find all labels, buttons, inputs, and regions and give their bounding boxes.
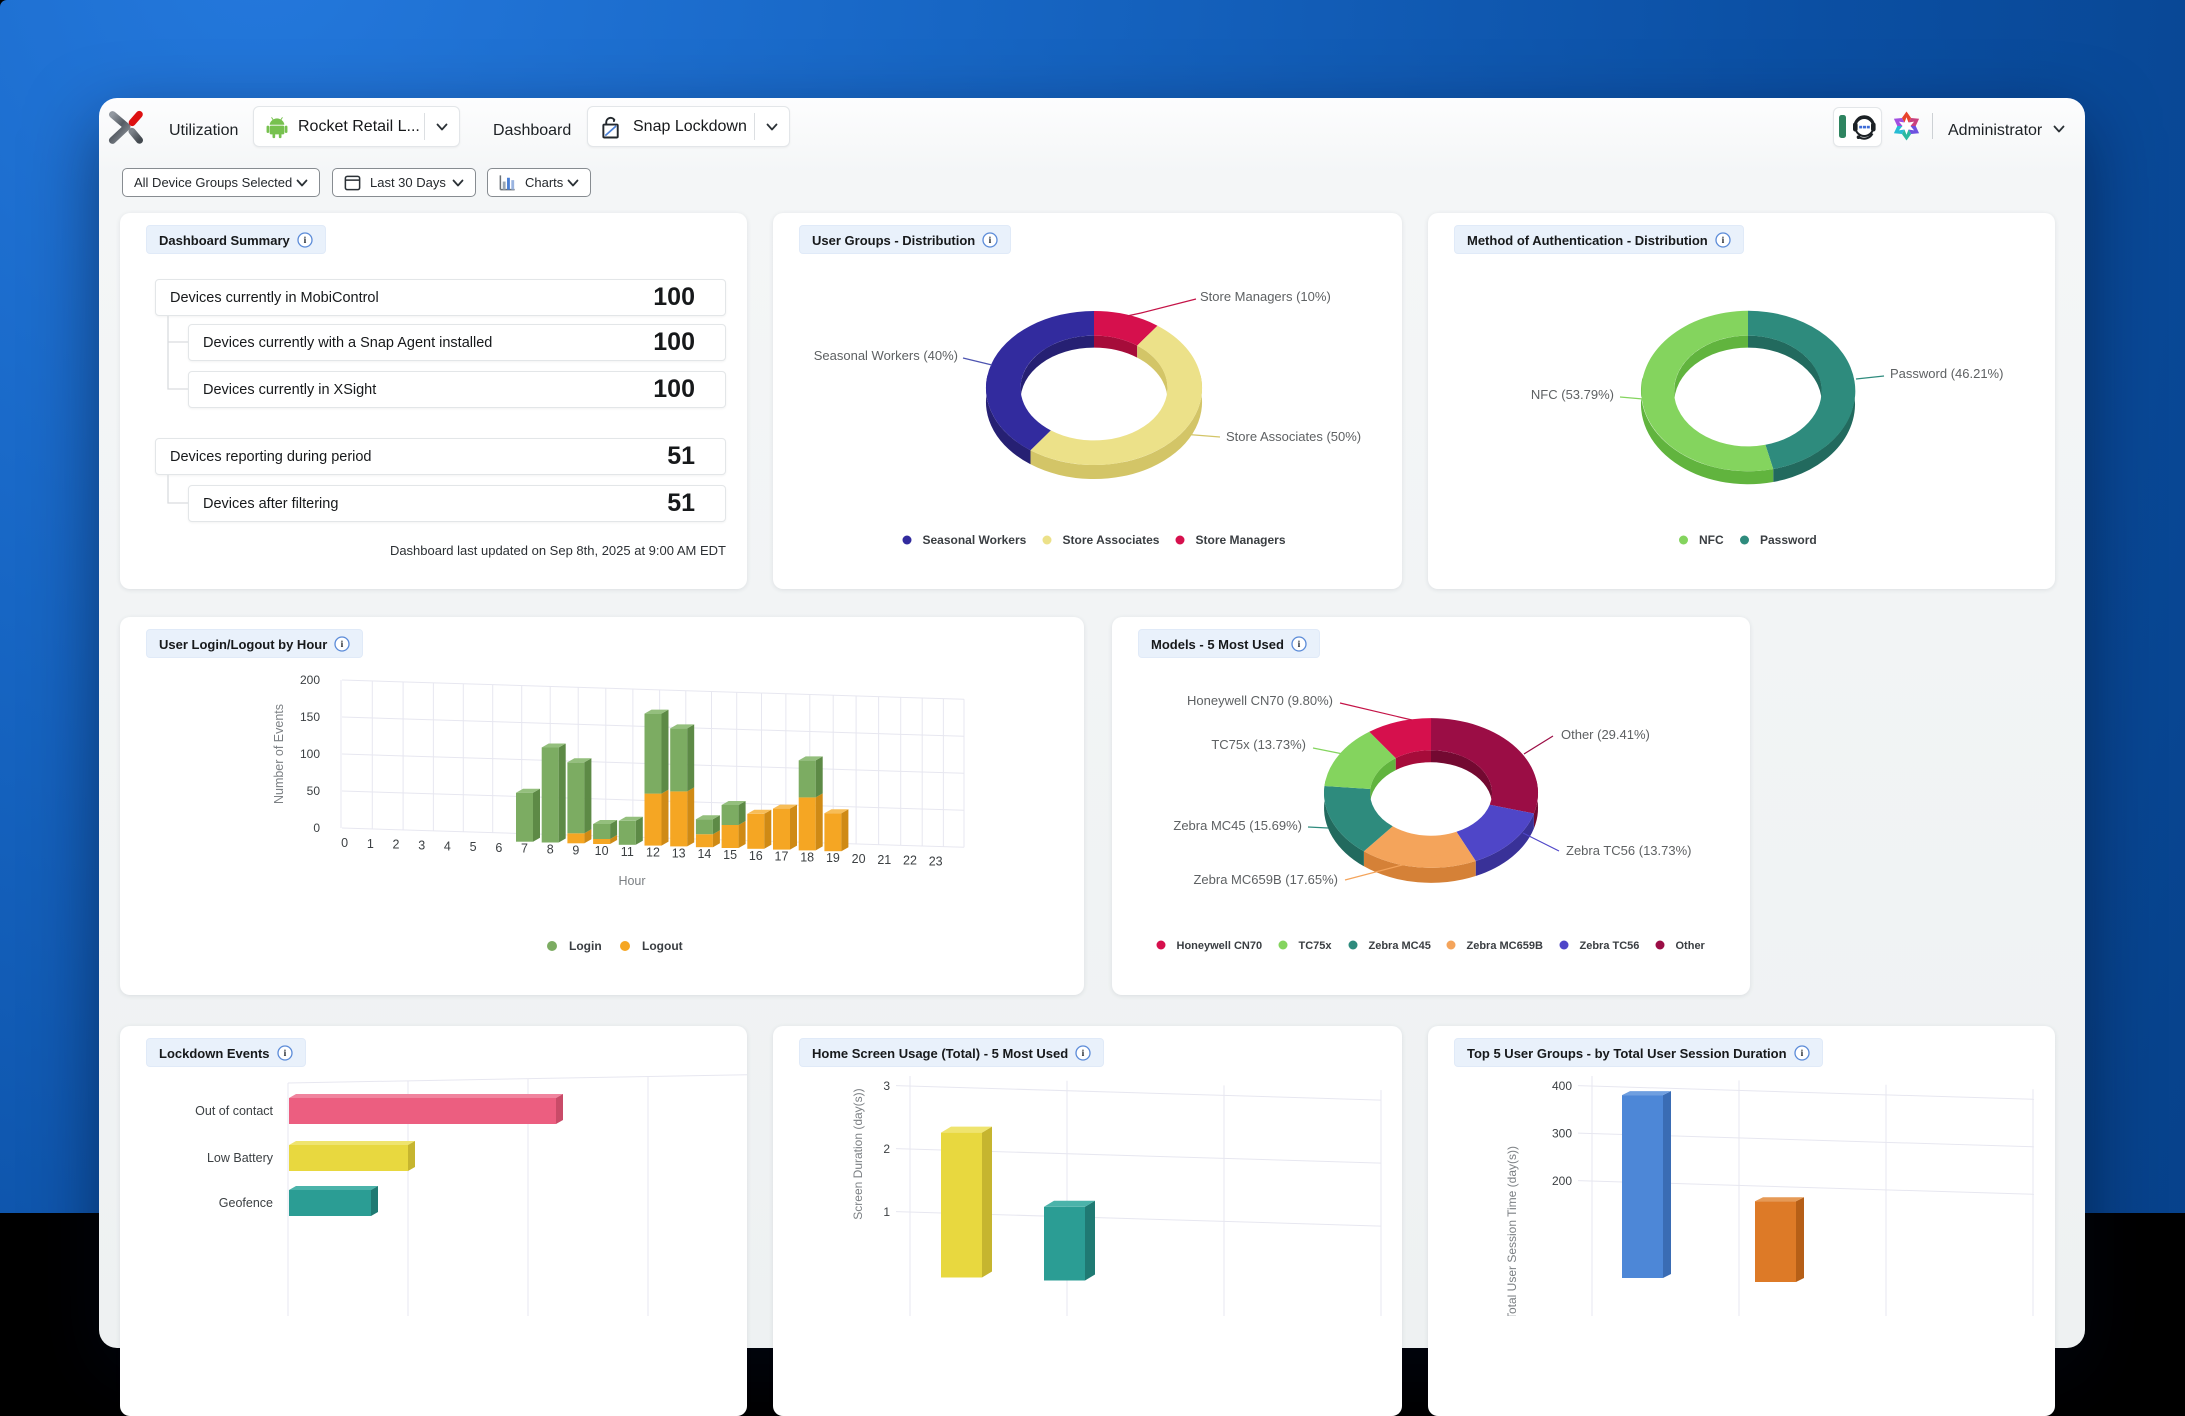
svg-text:200: 200 (300, 673, 320, 687)
svg-text:3: 3 (883, 1079, 890, 1093)
svg-text:17: 17 (775, 850, 789, 864)
svg-text:19: 19 (826, 851, 840, 865)
svg-text:5: 5 (470, 840, 477, 854)
svg-text:NFC: NFC (1699, 533, 1724, 547)
svg-text:Store Associates (50%): Store Associates (50%) (1226, 429, 1361, 444)
svg-text:Number of Events: Number of Events (272, 704, 286, 804)
svg-text:10: 10 (595, 844, 609, 858)
svg-text:Zebra MC45 (15.69%): Zebra MC45 (15.69%) (1173, 818, 1302, 833)
svg-text:NFC (53.79%): NFC (53.79%) (1531, 387, 1614, 402)
svg-text:Store Managers (10%): Store Managers (10%) (1200, 289, 1331, 304)
svg-text:6: 6 (495, 841, 502, 855)
svg-text:23: 23 (929, 854, 943, 868)
svg-text:0: 0 (341, 836, 348, 850)
svg-text:Zebra TC56 (13.73%): Zebra TC56 (13.73%) (1566, 843, 1692, 858)
svg-text:Zebra MC45: Zebra MC45 (1369, 940, 1431, 952)
svg-text:Login: Login (569, 939, 602, 953)
svg-text:Other: Other (1676, 940, 1706, 952)
svg-text:4: 4 (444, 839, 451, 853)
svg-text:i: i (1800, 1049, 1803, 1059)
svg-text:1: 1 (367, 837, 374, 851)
svg-text:Low Battery: Low Battery (207, 1151, 274, 1165)
svg-text:Logout: Logout (642, 939, 683, 953)
svg-text:Honeywell CN70: Honeywell CN70 (1177, 940, 1263, 952)
svg-text:100: 100 (300, 747, 320, 761)
svg-text:200: 200 (1552, 1174, 1572, 1188)
svg-text:Seasonal Workers: Seasonal Workers (923, 533, 1027, 547)
svg-text:i: i (1298, 640, 1301, 650)
svg-text:Other (29.41%): Other (29.41%) (1561, 727, 1650, 742)
svg-text:8: 8 (547, 843, 554, 857)
svg-text:2: 2 (393, 838, 400, 852)
svg-text:16: 16 (749, 849, 763, 863)
svg-text:21: 21 (877, 853, 891, 867)
svg-text:TC75x (13.73%): TC75x (13.73%) (1211, 737, 1306, 752)
svg-text:20: 20 (852, 852, 866, 866)
svg-text:Screen Duration (day(s)): Screen Duration (day(s)) (851, 1088, 865, 1219)
svg-text:Store Associates: Store Associates (1063, 533, 1160, 547)
svg-text:TC75x: TC75x (1299, 940, 1333, 952)
svg-text:i: i (303, 236, 306, 246)
svg-text:i: i (1082, 1049, 1085, 1059)
svg-text:Honeywell CN70 (9.80%): Honeywell CN70 (9.80%) (1187, 693, 1333, 708)
svg-text:Total User Session Time (day(s: Total User Session Time (day(s)) (1505, 1146, 1519, 1316)
svg-text:22: 22 (903, 854, 917, 868)
svg-text:13: 13 (672, 846, 686, 860)
svg-text:1: 1 (883, 1205, 890, 1219)
svg-text:15: 15 (723, 848, 737, 862)
svg-text:Store Managers: Store Managers (1196, 533, 1286, 547)
svg-text:i: i (989, 236, 992, 246)
svg-text:Password: Password (1760, 533, 1817, 547)
svg-text:Seasonal Workers (40%): Seasonal Workers (40%) (814, 348, 958, 363)
svg-text:Password (46.21%): Password (46.21%) (1890, 366, 2003, 381)
svg-text:Hour: Hour (618, 874, 645, 888)
svg-text:12: 12 (646, 846, 660, 860)
svg-text:9: 9 (572, 843, 579, 857)
svg-text:i: i (283, 1049, 286, 1059)
svg-text:Zebra TC56: Zebra TC56 (1580, 940, 1640, 952)
svg-text:11: 11 (621, 845, 634, 859)
svg-text:Geofence: Geofence (219, 1196, 273, 1210)
svg-text:18: 18 (800, 850, 814, 864)
svg-text:3: 3 (418, 839, 425, 853)
svg-text:i: i (1721, 236, 1724, 246)
svg-text:Zebra MC659B: Zebra MC659B (1467, 940, 1543, 952)
svg-text:i: i (341, 640, 344, 650)
svg-text:Zebra MC659B (17.65%): Zebra MC659B (17.65%) (1193, 872, 1338, 887)
svg-text:300: 300 (1552, 1127, 1572, 1141)
svg-text:0: 0 (313, 821, 320, 835)
svg-text:7: 7 (521, 842, 528, 856)
svg-text:14: 14 (697, 847, 711, 861)
svg-text:150: 150 (300, 710, 320, 724)
svg-text:Out of contact: Out of contact (195, 1104, 273, 1118)
svg-text:2: 2 (883, 1142, 890, 1156)
svg-text:400: 400 (1552, 1079, 1572, 1093)
svg-text:50: 50 (307, 784, 321, 798)
